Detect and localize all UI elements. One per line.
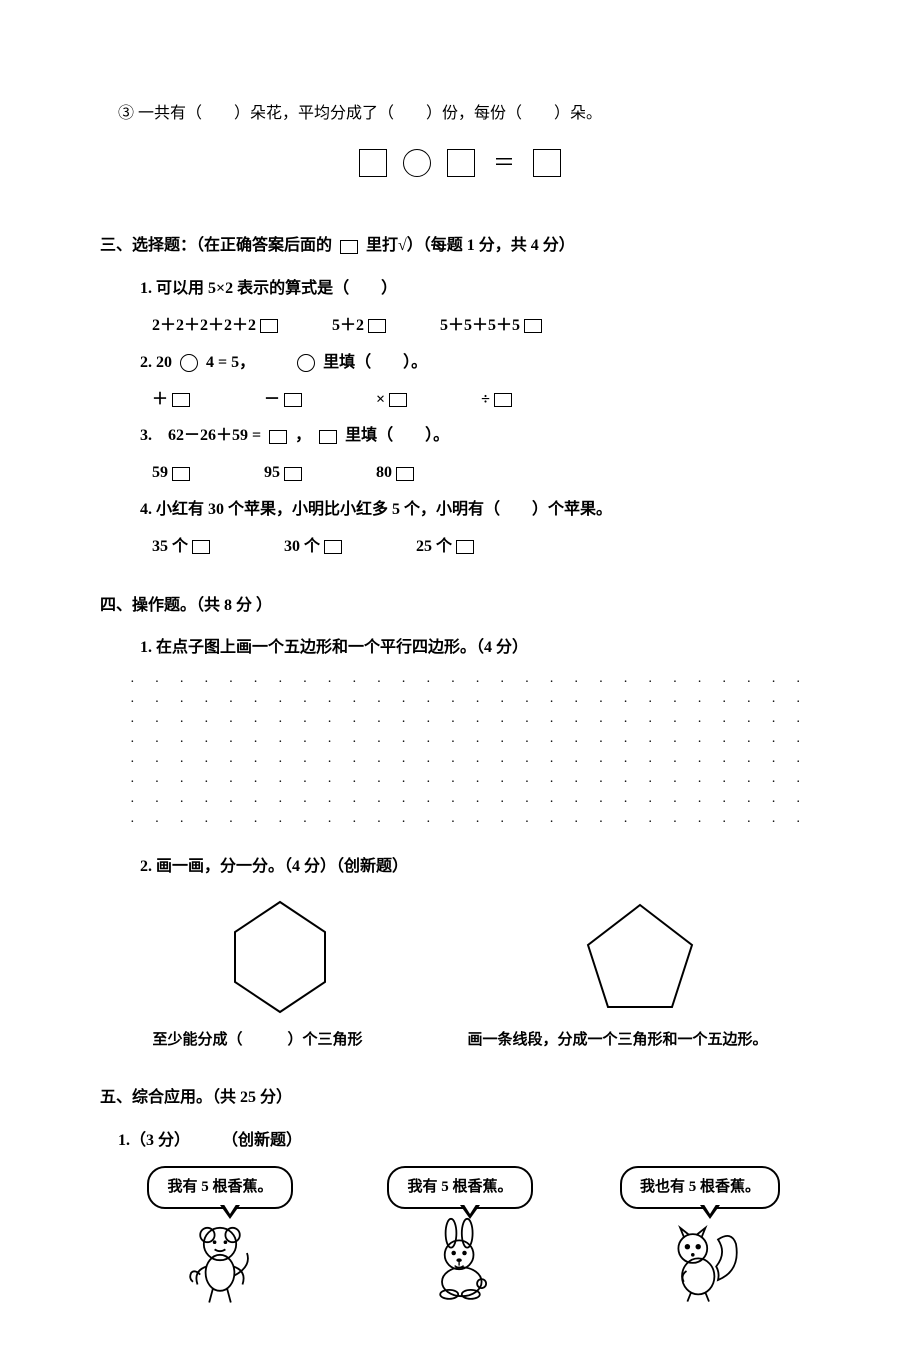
s3-q1-opts: 2＋2＋2＋2＋2 5＋2 5＋5＋5＋5 [100,312,820,341]
s3-q2-c: 里填（ ）。 [323,354,427,371]
checkbox[interactable] [324,540,342,554]
dot-row: ···························· [130,733,820,753]
s3-q2-opt3: × [376,391,385,408]
blank-circle-sm[interactable] [180,354,198,372]
s3-q3-c: 里填（ ）。 [345,427,449,444]
checkbox[interactable] [524,319,542,333]
section3-header-b: 里打√）（每题 1 分，共 4 分） [366,237,575,254]
s3-q4-opt3: 25 个 [416,538,452,555]
pentagon-shape[interactable] [580,897,700,1017]
s3-q2-opt2: － [264,391,280,408]
rabbit-icon [415,1217,505,1307]
animals-row: 我有 5 根香蕉。 我有 5 根香蕉。 [100,1166,820,1307]
section5-header: 五、综合应用。（共 25 分） [100,1084,820,1113]
checkbox[interactable] [172,393,190,407]
s3-q4-opts: 35 个 30 个 25 个 [100,533,820,562]
q2-sub3-equation: ＝ [100,137,820,203]
bubble-monkey-text: 我有 5 根香蕉。 [167,1179,272,1195]
s3-q3-a: 3. 62－26＋59 = [140,427,261,444]
bubble-squirrel: 我也有 5 根香蕉。 [620,1166,780,1209]
blank-square[interactable] [359,149,387,177]
q2-sub3-marker: ③ [118,105,134,122]
checkbox[interactable] [172,467,190,481]
s3-q2-b: 4 = 5， [206,354,255,371]
s3-q4-opt1: 35 个 [152,538,188,555]
dot-row: ···························· [130,693,820,713]
hexagon-caption: 至少能分成（ ）个三角形 [152,1027,362,1054]
checkbox[interactable] [456,540,474,554]
blank-circle-sm [297,354,315,372]
dot-row: ···························· [130,773,820,793]
bubble-tail-icon [700,1205,720,1219]
s3-q1-opt3: 5＋5＋5＋5 [440,317,520,334]
s3-q1-stem: 1. 可以用 5×2 表示的算式是（ ） [100,275,820,304]
bubble-squirrel-text: 我也有 5 根香蕉。 [640,1179,760,1195]
s3-q3-opt2: 95 [264,464,280,481]
dot-row: ···························· [130,753,820,773]
q2-sub3-line: ③ 一共有（ ）朵花，平均分成了（ ）份，每份（ ）朵。 [100,100,820,129]
bubble-rabbit-text: 我有 5 根香蕉。 [407,1179,512,1195]
checkbox[interactable] [389,393,407,407]
hexagon-shape[interactable] [220,897,340,1017]
s3-q4-stem: 4. 小红有 30 个苹果，小明比小红多 5 个，小明有（ ）个苹果。 [100,496,820,525]
checkbox[interactable] [396,467,414,481]
checkbox[interactable] [192,540,210,554]
s3-q1-opt2: 5＋2 [332,317,364,334]
blank-circle[interactable] [403,149,431,177]
s3-q1-opt1: 2＋2＋2＋2＋2 [152,317,256,334]
dot-row: ···························· [130,713,820,733]
pentagon-caption: 画一条线段，分成一个三角形和一个五边形。 [467,1027,767,1054]
animal-monkey-col: 我有 5 根香蕉。 [110,1166,330,1307]
s3-q2-opt4: ÷ [481,391,490,408]
shape-captions: 至少能分成（ ）个三角形 画一条线段，分成一个三角形和一个五边形。 [100,1027,820,1054]
s3-q4-opt2: 30 个 [284,538,320,555]
s3-q2-a: 2. 20 [140,354,172,371]
equals-sign: ＝ [493,150,515,175]
animal-squirrel-col: 我也有 5 根香蕉。 [590,1166,810,1307]
checkbox-sample [340,240,358,254]
s3-q3-opt3: 80 [376,464,392,481]
blank-square[interactable] [533,149,561,177]
bubble-tail-icon [460,1205,480,1219]
animal-rabbit-col: 我有 5 根香蕉。 [350,1166,570,1307]
s3-q2-opts: ＋ － × ÷ [100,386,820,415]
dot-row: ···························· [130,793,820,813]
blank-square[interactable] [447,149,475,177]
s3-q3-stem: 3. 62－26＋59 = ， 里填（ ）。 [100,422,820,451]
s3-q2-stem: 2. 20 4 = 5， 里填（ ）。 [100,349,820,378]
s3-q3-opts: 59 95 80 [100,459,820,488]
dot-row: ···························· [130,673,820,693]
checkbox[interactable] [284,467,302,481]
checkbox[interactable] [368,319,386,333]
s3-q3-b: ， [295,427,311,444]
checkbox[interactable] [494,393,512,407]
checkbox[interactable] [260,319,278,333]
dot-grid[interactable]: ········································… [130,673,820,833]
shapes-row [100,897,820,1017]
bubble-monkey: 我有 5 根香蕉。 [147,1166,292,1209]
section4-header: 四、操作题。（共 8 分 ） [100,592,820,621]
blank-box [319,430,337,444]
section3-header-a: 三、选择题：（在正确答案后面的 [100,237,332,254]
bubble-tail-icon [220,1205,240,1219]
s3-q2-opt1: ＋ [152,391,168,408]
monkey-icon [175,1217,265,1307]
s4-q1: 1. 在点子图上画一个五边形和一个平行四边形。（4 分） [100,634,820,663]
section3-header: 三、选择题：（在正确答案后面的 里打√）（每题 1 分，共 4 分） [100,232,820,261]
s4-q2: 2. 画一画，分一分。（4 分）（创新题） [100,853,820,882]
checkbox[interactable] [284,393,302,407]
blank-box[interactable] [269,430,287,444]
squirrel-icon [655,1217,745,1307]
s3-q3-opt1: 59 [152,464,168,481]
bubble-rabbit: 我有 5 根香蕉。 [387,1166,532,1209]
dot-row: ···························· [130,813,820,833]
q2-sub3-text: 一共有（ ）朵花，平均分成了（ ）份，每份（ ）朵。 [138,105,602,122]
s5-q1: 1.（3 分） （创新题） [100,1127,820,1156]
